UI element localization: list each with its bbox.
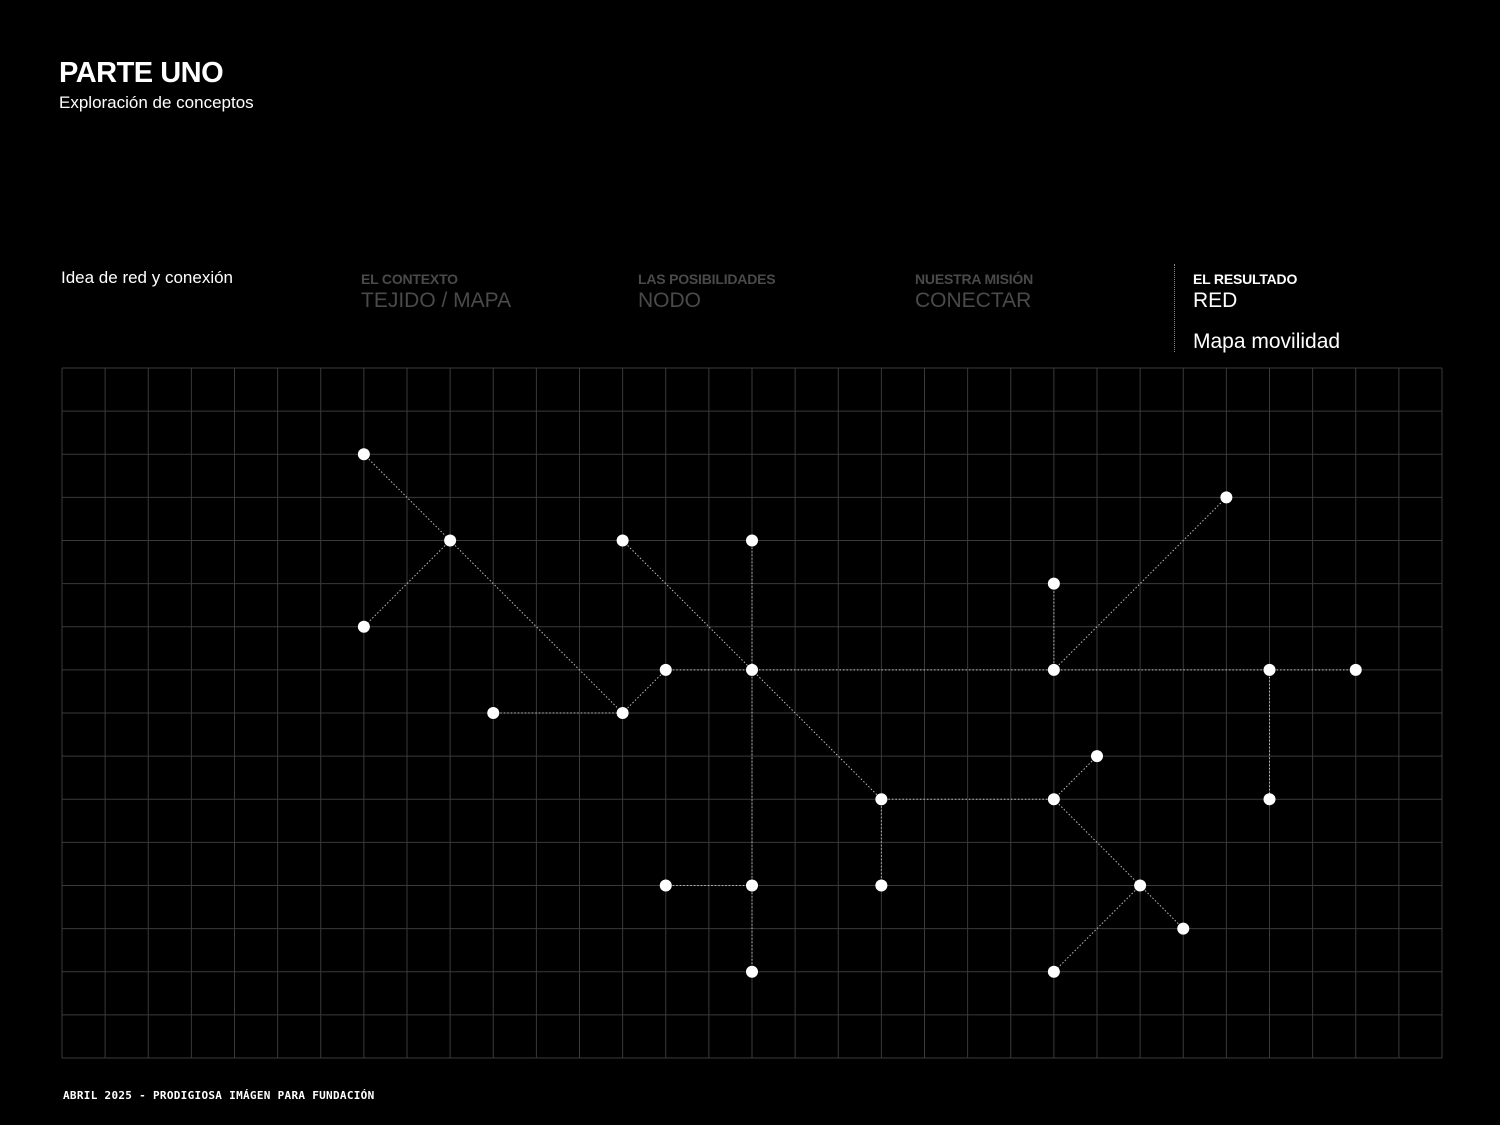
network-node [1220, 491, 1233, 504]
step-value: RED [1193, 289, 1238, 312]
step-label: NUESTRA MISIÓN [915, 271, 1034, 287]
network-node [1263, 793, 1276, 806]
network-node [1047, 793, 1060, 806]
network-edge [1053, 497, 1227, 671]
network-node [746, 663, 758, 676]
network-node [357, 620, 370, 633]
network-edge [363, 453, 451, 541]
step-label: EL CONTEXTO [361, 271, 458, 287]
intro-text: Idea de red y conexión [61, 268, 234, 287]
network-node [1134, 879, 1147, 892]
network-node [1177, 922, 1190, 935]
network-node [1349, 663, 1362, 676]
network-node [659, 663, 672, 676]
network-edge [363, 540, 451, 628]
footer-credit: ABRIL 2025 - PRODIGIOSA IMÁGEN PARA FUND… [63, 1089, 375, 1102]
network-edge [1139, 885, 1184, 929]
result-divider [1174, 264, 1175, 352]
step-mission: NUESTRA MISIÓN CONECTAR [915, 270, 1155, 314]
page-subtitle: Exploración de conceptos [59, 93, 254, 112]
network-node [357, 448, 370, 461]
step-label: LAS POSIBILIDADES [638, 271, 776, 287]
network-edge [1053, 798, 1141, 886]
network-node [616, 534, 629, 547]
network-node [616, 707, 629, 719]
network-node [1047, 577, 1060, 590]
network-node [875, 879, 888, 892]
network-node [746, 965, 758, 978]
network-edge [622, 669, 667, 714]
step-value: NODO [638, 289, 701, 312]
network-node [659, 879, 672, 892]
network-node [1263, 663, 1276, 676]
network-node [1091, 750, 1103, 763]
page-title: PARTE UNO [59, 57, 224, 89]
step-value: CONECTAR [915, 289, 1032, 312]
network-node [1047, 965, 1060, 978]
network-edges [363, 453, 1356, 973]
network-node [487, 707, 500, 719]
network-edge [1053, 885, 1141, 973]
step-value: TEJIDO / MAPA [361, 289, 512, 312]
step-label: EL RESULTADO [1193, 271, 1298, 287]
network-edge [622, 540, 753, 671]
step-possibilities: LAS POSIBILIDADES NODO [638, 270, 878, 314]
network-node [875, 793, 888, 806]
network-nodes [357, 448, 1362, 978]
network-edge [751, 669, 882, 800]
step-result: EL RESULTADO RED [1193, 270, 1433, 314]
network-node [746, 879, 758, 892]
result-extra: Mapa movilidad [1193, 330, 1341, 353]
network-node [746, 534, 758, 547]
network-node [444, 534, 457, 547]
network-edge [449, 540, 623, 714]
network-edge [1053, 755, 1098, 800]
step-context: EL CONTEXTO TEJIDO / MAPA [361, 270, 601, 314]
network-node [1047, 663, 1060, 676]
